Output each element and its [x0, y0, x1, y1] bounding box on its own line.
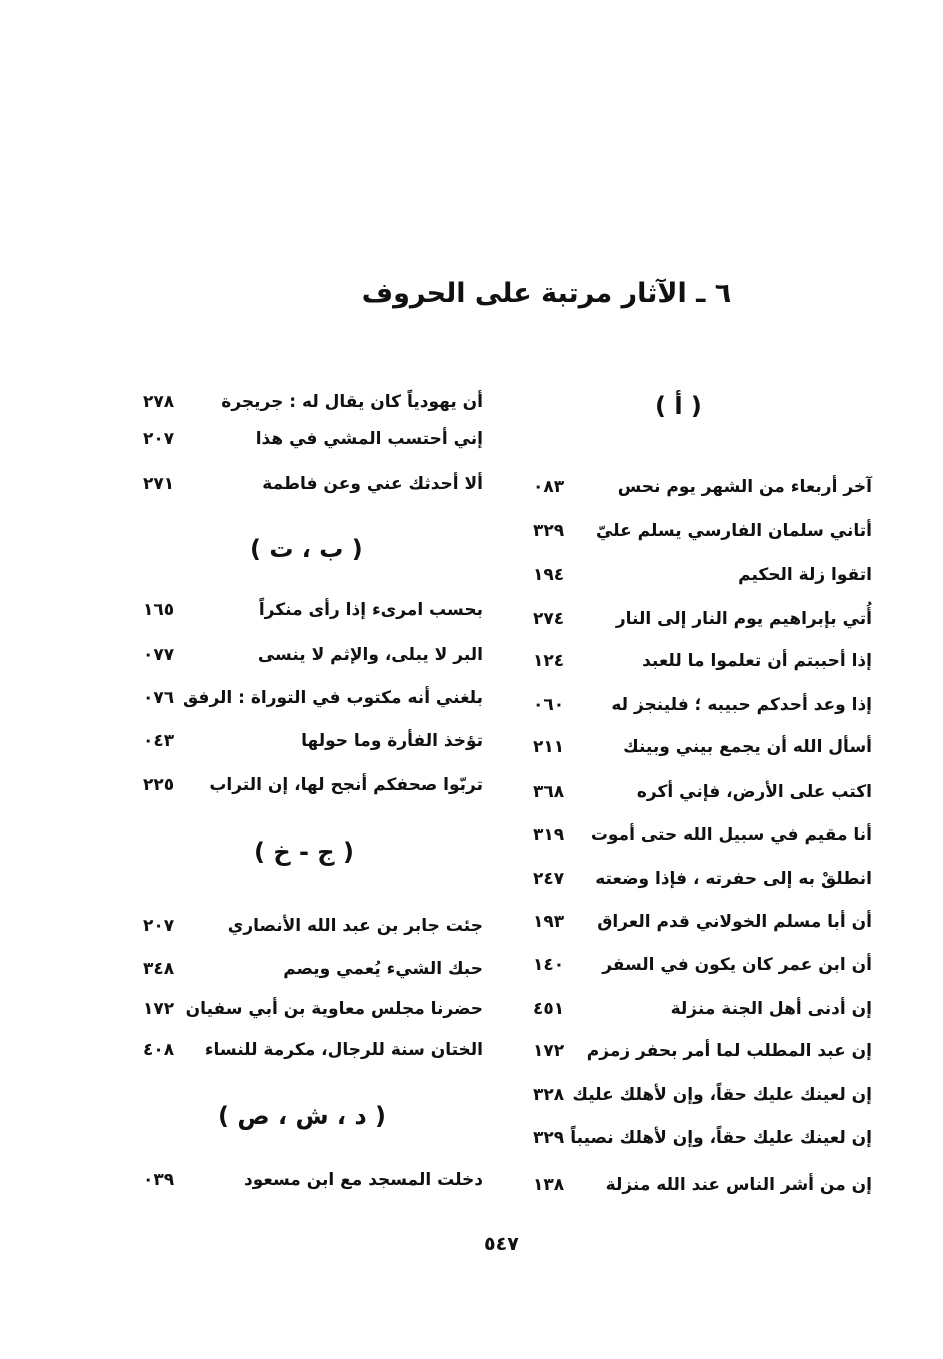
- entry-text: حضرنا مجلس معاوية بن أبي سفيان: [185, 999, 483, 1019]
- entry-text: إن لعينك عليك حقاً، وإن لأهلك عليك: [572, 1085, 872, 1105]
- entry-text: بلغني أنه مكتوب في التوراة : الرفق: [182, 688, 483, 708]
- entry-text: ألا أحدثك عني وعن فاطمة: [262, 474, 483, 494]
- entry-text: جئت جابر بن عبد الله الأنصاري: [227, 916, 483, 936]
- entry-page-number: ١٧٢: [143, 999, 175, 1019]
- entry-page-number: ٠٧٧: [143, 645, 175, 665]
- index-entry: البر لا يبلى، والإثم لا ينسى ٠٧٧: [0, 645, 943, 675]
- entry-page-number: ٤٠٨: [143, 1040, 175, 1060]
- index-entry: إن لعينك عليك حقاً، وإن لأهلك عليك ٣٢٨: [0, 1085, 943, 1115]
- section-heading: ( ج - خ ): [254, 838, 354, 866]
- entry-page-number: ١٧٢: [533, 1041, 565, 1061]
- index-entry: أن يهودياً كان يقال له : جريجرة ٢٧٨: [0, 392, 943, 422]
- entry-text: إذا أحببتم أن تعلموا ما للعبد: [642, 651, 872, 671]
- index-entry: أنا مقيم في سبيل الله حتى أموت ٣١٩: [0, 825, 943, 855]
- index-entry: إذا أحببتم أن تعلموا ما للعبد ١٢٤: [0, 651, 943, 681]
- entry-text: تربّوا صحفكم أنجح لها، إن التراب: [209, 775, 483, 795]
- index-entry: أسأل الله أن يجمع بيني وبينك ٢١١: [0, 737, 943, 767]
- entry-page-number: ٠٨٣: [533, 477, 565, 497]
- section-heading: ( د ، ش ، ص ): [218, 1102, 387, 1130]
- page-title: ٦ ـ الآثار مرتبة على الحروف: [361, 278, 732, 309]
- entry-page-number: ١٩٤: [533, 565, 565, 585]
- entry-text: إني أحتسب المشي في هذا: [255, 429, 483, 449]
- entry-text: الختان سنة للرجال، مكرمة للنساء: [204, 1040, 483, 1060]
- entry-text: البر لا يبلى، والإثم لا ينسى: [257, 645, 483, 665]
- entry-text: أن يهودياً كان يقال له : جريجرة: [221, 392, 483, 412]
- index-entry: تربّوا صحفكم أنجح لها، إن التراب ٢٢٥: [0, 775, 943, 805]
- entry-page-number: ٢٧٨: [143, 392, 175, 412]
- entry-text: تؤخذ الفأرة وما حولها: [301, 731, 483, 751]
- index-entry: أتاني سلمان الفارسي يسلم عليّ ٣٢٩: [0, 521, 943, 551]
- entry-text: اكتب على الأرض، فإني أكره: [636, 782, 872, 802]
- entry-page-number: ٢٠٧: [143, 429, 175, 449]
- entry-page-number: ١٩٣: [533, 912, 565, 932]
- section-heading: ( ب ، ت ): [250, 535, 363, 563]
- index-entry: اتقوا زلة الحكيم ١٩٤: [0, 565, 943, 595]
- entry-page-number: ٣٢٨: [533, 1085, 565, 1105]
- entry-text: أتاني سلمان الفارسي يسلم عليّ: [595, 521, 872, 541]
- page-number: ٥٤٧: [484, 1233, 519, 1255]
- index-entry: دخلت المسجد مع ابن مسعود ٠٣٩: [0, 1170, 943, 1200]
- index-entry: آخر أربعاء من الشهر يوم نحس ٠٨٣: [0, 477, 943, 507]
- index-entry: جئت جابر بن عبد الله الأنصاري ٢٠٧: [0, 916, 943, 946]
- entry-page-number: ٣٦٨: [533, 782, 565, 802]
- index-entry: إذا وعد أحدكم حبيبه ؛ فلينجز له ٠٦٠: [0, 695, 943, 725]
- entry-page-number: ٠٣٩: [143, 1170, 175, 1190]
- entry-text: بحسب امرىء إذا رأى منكراً: [258, 600, 483, 620]
- entry-text: انطلقْ به إلى حفرته ، فإذا وضعته: [595, 869, 872, 889]
- index-entry: إن لعينك عليك حقاً، وإن لأهلك نصيباً ٣٢٩: [0, 1128, 943, 1158]
- entry-text: حبك الشيء يُعمي ويصم: [283, 959, 483, 979]
- entry-text: إن لعينك عليك حقاً، وإن لأهلك نصيباً: [570, 1128, 872, 1148]
- index-entry: إن عبد المطلب لما أمر بحفر زمزم ١٧٢: [0, 1041, 943, 1071]
- entry-page-number: ٢١١: [533, 737, 565, 757]
- index-entry: حضرنا مجلس معاوية بن أبي سفيان ١٧٢: [0, 999, 943, 1029]
- entry-text: إن أدنى أهل الجنة منزلة: [670, 999, 872, 1019]
- entry-page-number: ٣٤٨: [143, 959, 175, 979]
- entry-page-number: ١٦٥: [143, 600, 175, 620]
- entry-text: إن من أشر الناس عند الله منزلة: [605, 1175, 872, 1195]
- entry-page-number: ٢٠٧: [143, 916, 175, 936]
- entry-page-number: ٢٤٧: [533, 869, 565, 889]
- entry-text: أُتي بإبراهيم يوم النار إلى النار: [615, 609, 872, 629]
- index-entry: تؤخذ الفأرة وما حولها ٠٤٣: [0, 731, 943, 761]
- entry-page-number: ٤٥١: [533, 999, 565, 1019]
- index-entry: انطلقْ به إلى حفرته ، فإذا وضعته ٢٤٧: [0, 869, 943, 899]
- entry-text: إن عبد المطلب لما أمر بحفر زمزم: [586, 1041, 872, 1061]
- entry-page-number: ٠٧٦: [143, 688, 175, 708]
- entry-text: أن أبا مسلم الخولاني قدم العراق: [597, 912, 872, 932]
- entry-text: أسأل الله أن يجمع بيني وبينك: [623, 737, 872, 757]
- index-entry: أن ابن عمر كان يكون في السفر ١٤٠: [0, 955, 943, 985]
- entry-page-number: ٢٧١: [143, 474, 175, 494]
- entry-text: آخر أربعاء من الشهر يوم نحس: [617, 477, 872, 497]
- index-entry: إن من أشر الناس عند الله منزلة ١٣٨: [0, 1175, 943, 1205]
- entry-page-number: ٣١٩: [533, 825, 565, 845]
- entry-page-number: ٠٦٠: [533, 695, 565, 715]
- entry-page-number: ١٣٨: [533, 1175, 565, 1195]
- entry-page-number: ٢٧٤: [533, 609, 565, 629]
- index-entry: بحسب امرىء إذا رأى منكراً ١٦٥: [0, 600, 943, 630]
- entry-page-number: ١٤٠: [533, 955, 565, 975]
- index-entry: بلغني أنه مكتوب في التوراة : الرفق ٠٧٦: [0, 688, 943, 718]
- entry-page-number: ٣٢٩: [533, 1128, 565, 1148]
- index-entry: أن أبا مسلم الخولاني قدم العراق ١٩٣: [0, 912, 943, 942]
- index-entry: حبك الشيء يُعمي ويصم ٣٤٨: [0, 959, 943, 989]
- index-entry: أُتي بإبراهيم يوم النار إلى النار ٢٧٤: [0, 609, 943, 639]
- entry-text: أنا مقيم في سبيل الله حتى أموت: [590, 825, 872, 845]
- entry-text: اتقوا زلة الحكيم: [738, 565, 872, 585]
- entry-page-number: ٣٢٩: [533, 521, 565, 541]
- index-entry: ألا أحدثك عني وعن فاطمة ٢٧١: [0, 474, 943, 504]
- entry-page-number: ١٢٤: [533, 651, 565, 671]
- index-entry: إني أحتسب المشي في هذا ٢٠٧: [0, 429, 943, 459]
- index-entry: اكتب على الأرض، فإني أكره ٣٦٨: [0, 782, 943, 812]
- entry-page-number: ٢٢٥: [143, 775, 175, 795]
- entry-page-number: ٠٤٣: [143, 731, 175, 751]
- entry-text: أن ابن عمر كان يكون في السفر: [602, 955, 872, 975]
- index-entry: إن أدنى أهل الجنة منزلة ٤٥١: [0, 999, 943, 1029]
- entry-text: إذا وعد أحدكم حبيبه ؛ فلينجز له: [611, 695, 872, 715]
- entry-text: دخلت المسجد مع ابن مسعود: [243, 1170, 483, 1190]
- section-heading-alif: ( أ ): [655, 392, 702, 420]
- index-entry: الختان سنة للرجال، مكرمة للنساء ٤٠٨: [0, 1040, 943, 1070]
